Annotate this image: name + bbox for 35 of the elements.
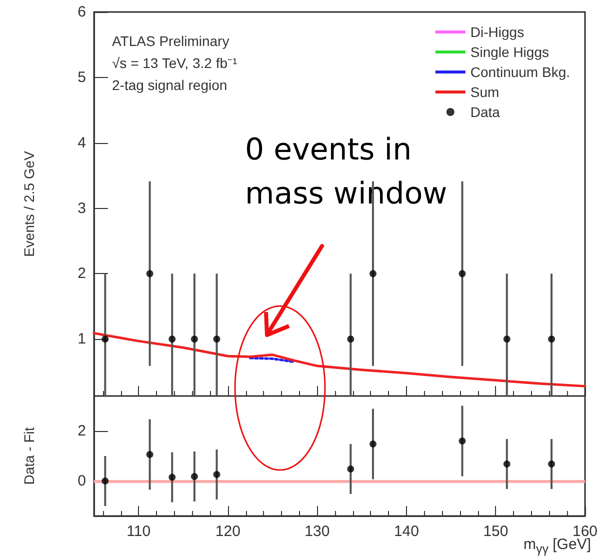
point [347, 466, 354, 472]
y-axis-title: Events / 2.5 GeV [21, 150, 37, 257]
x-tick-label: 150 [483, 523, 508, 540]
x-tick-label: 120 [215, 523, 240, 540]
y-tick-label: 6 [78, 4, 86, 20]
line-series [92, 332, 586, 388]
annotation: √s = 13 TeV, 3.2 fb⁻¹ [112, 55, 238, 71]
y-tick-label: 1 [78, 330, 86, 348]
point [146, 451, 154, 458]
legend-label: Continuum Bkg. [470, 64, 570, 80]
legend-label: Di-Higgs [470, 24, 524, 40]
y-tick-label: 5 [78, 68, 86, 86]
legend-label: Single Higgs [470, 44, 550, 60]
annotation: ATLAS Preliminary [112, 33, 230, 49]
point [190, 473, 198, 480]
y-tick-label: 3 [78, 200, 86, 217]
point [369, 440, 376, 448]
y-tick-label: 2 [78, 265, 86, 282]
y-axis-title: Data - Fit [21, 427, 37, 485]
x-axis-title: m$_{γγ}$ [GeV] [523, 536, 591, 556]
annotation: 2-tag signal region [112, 77, 228, 93]
legend-label: Sum [470, 84, 500, 100]
point [168, 474, 176, 481]
x-tick-label: 140 [394, 523, 419, 540]
point [503, 460, 510, 468]
y-tick-label: 4 [78, 134, 86, 152]
point [213, 471, 220, 478]
y-tick-label: 0 [78, 472, 86, 490]
point [548, 460, 556, 468]
point [458, 438, 466, 444]
y-tick-label: 2 [78, 422, 86, 440]
x-tick-label: 110 [126, 523, 151, 540]
legend-label: Data [470, 104, 500, 120]
point [102, 478, 109, 484]
x-tick-label: 130 [304, 523, 330, 540]
